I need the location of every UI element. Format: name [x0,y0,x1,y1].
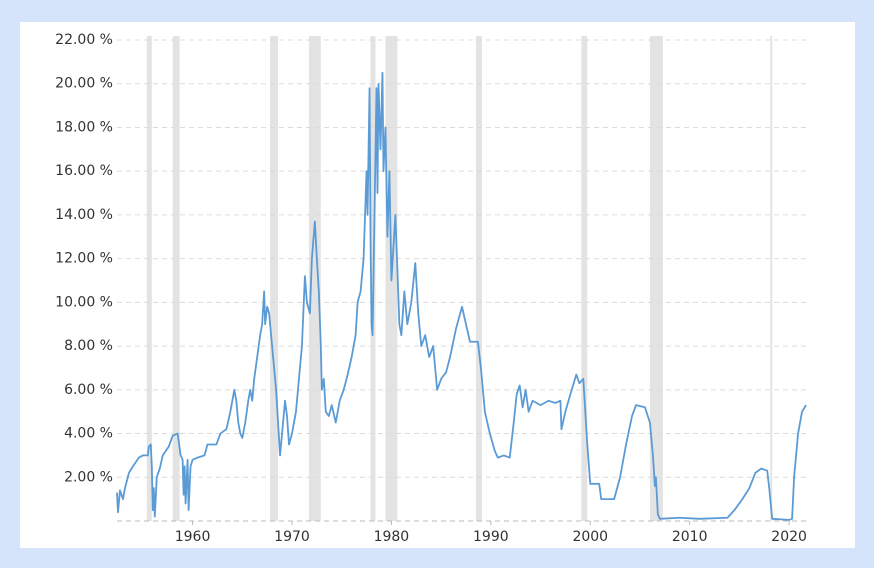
x-tick-label: 2020 [771,529,807,545]
x-tick-label: 1960 [175,529,211,545]
y-tick-label: 18.00 % [55,119,113,135]
y-tick-label: 20.00 % [55,76,113,92]
recession-band [172,36,180,521]
x-tick-label: 1970 [274,529,310,545]
y-tick-label: 14.00 % [55,207,113,223]
y-tick-label: 6.00 % [64,382,113,398]
y-tick-label: 22.00 % [55,32,113,48]
data-line [116,71,807,521]
x-tick-label: 2010 [672,529,708,545]
recession-band [475,36,482,521]
y-tick-label: 8.00 % [64,338,113,354]
recession-band [270,36,279,521]
y-tick-label: 2.00 % [64,469,113,485]
chart-panel [20,22,855,548]
y-tick-label: 16.00 % [55,163,113,179]
recession-band [649,36,663,521]
recession-band [308,36,321,521]
y-tick-label: 12.00 % [55,251,113,267]
x-tick-label: 2000 [572,529,608,545]
x-tick-label: 1990 [473,529,509,545]
recession-band [146,36,152,521]
y-tick-label: 4.00 % [64,426,113,442]
recession-band [770,36,773,521]
y-tick-label: 10.00 % [55,294,113,310]
x-tick-label: 1980 [374,529,410,545]
recession-band [581,36,588,521]
